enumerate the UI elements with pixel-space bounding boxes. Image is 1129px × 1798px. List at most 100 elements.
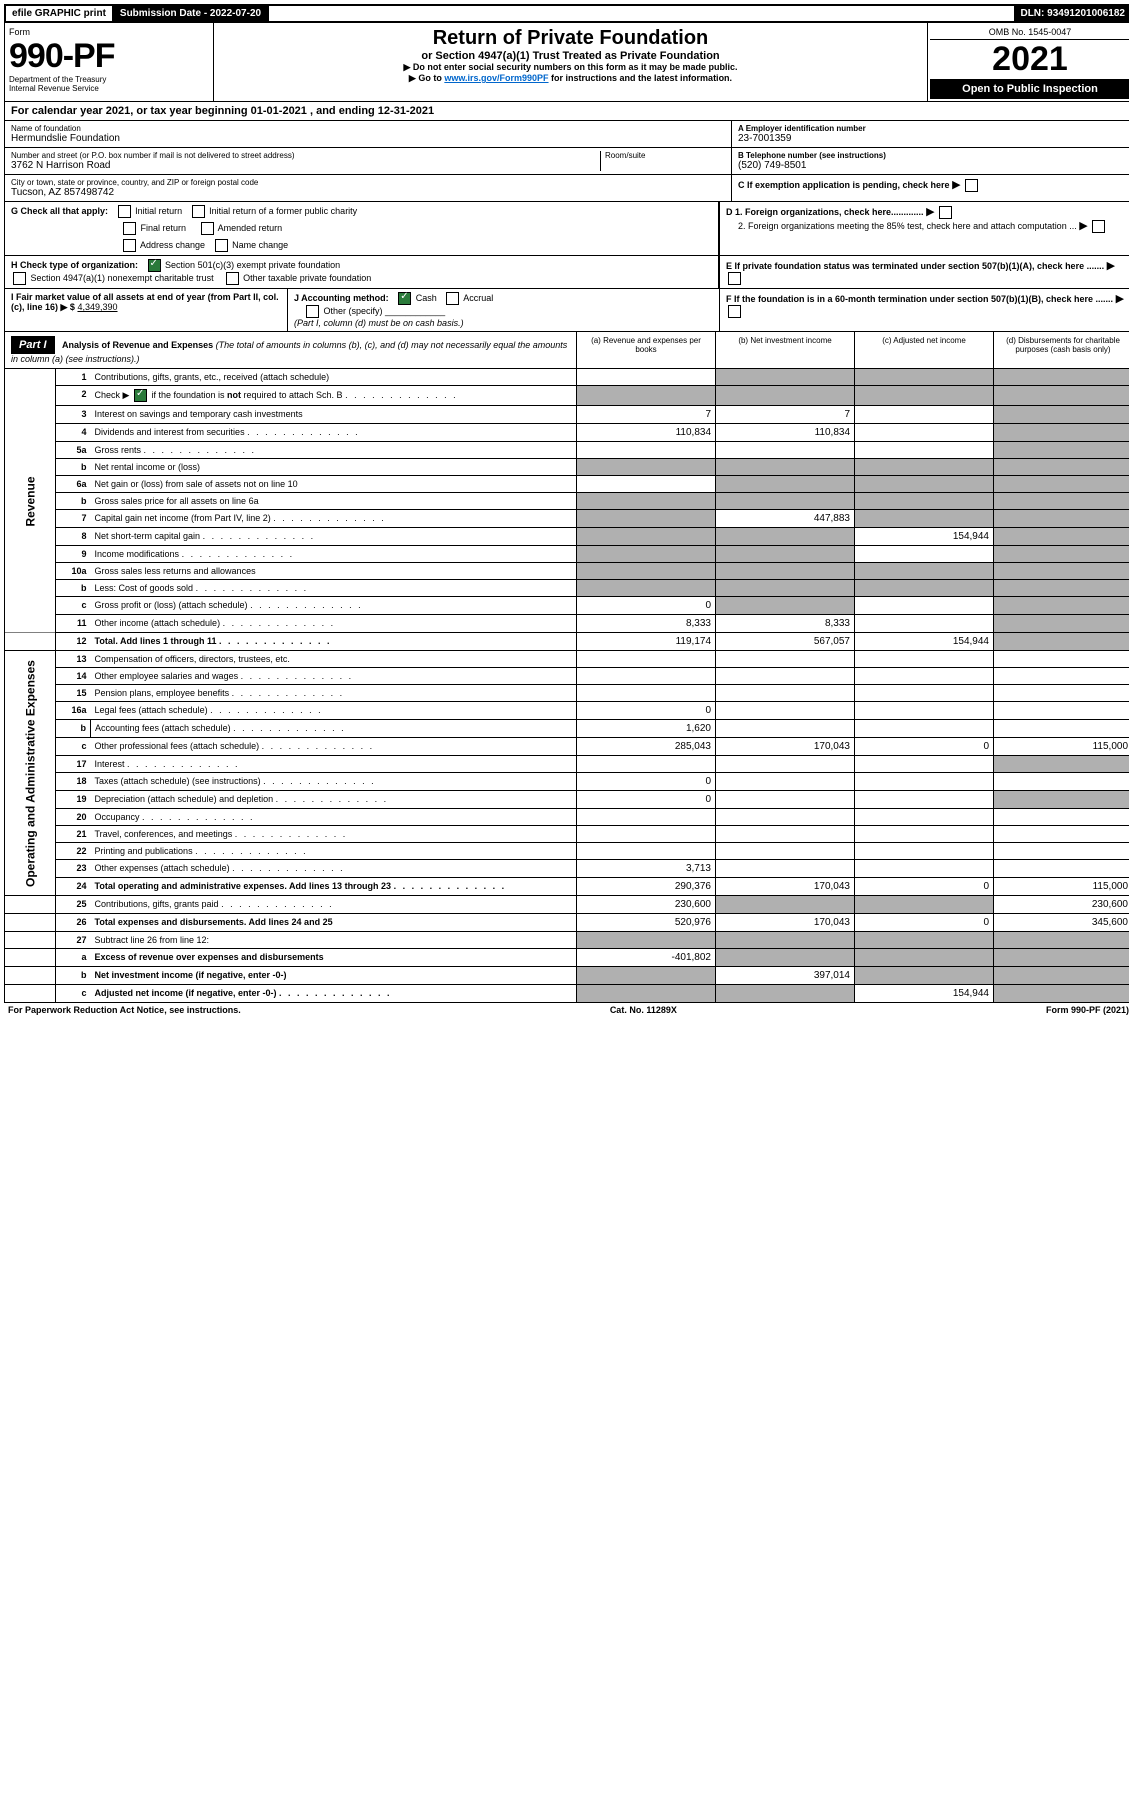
cat-no: Cat. No. 11289X (610, 1005, 677, 1015)
form-title: Return of Private Foundation (218, 27, 923, 50)
h-other-check[interactable] (226, 272, 239, 285)
line-3: Interest on savings and temporary cash i… (91, 406, 577, 424)
j-other-check[interactable] (306, 305, 319, 318)
line-16a: Legal fees (attach schedule) (91, 702, 577, 720)
form-ref: Form 990-PF (2021) (1046, 1005, 1129, 1015)
form-header: Form 990-PF Department of the Treasury I… (4, 23, 1129, 102)
arrow-icon: ▶ (952, 179, 960, 191)
line-10c: Gross profit or (loss) (attach schedule) (91, 597, 577, 615)
c-label: C If exemption application is pending, c… (738, 180, 950, 190)
form-number: 990-PF (9, 37, 209, 76)
irs-link[interactable]: www.irs.gov/Form990PF (444, 73, 548, 83)
part1-header: Part I Analysis of Revenue and Expenses … (4, 332, 1129, 369)
line-15: Pension plans, employee benefits (91, 685, 577, 702)
g-amended-check[interactable] (201, 222, 214, 235)
g-initial-public-check[interactable] (192, 205, 205, 218)
g-initial-check[interactable] (118, 205, 131, 218)
line-18: Taxes (attach schedule) (see instruction… (91, 773, 577, 791)
line-12: Total. Add lines 1 through 11 (91, 633, 577, 651)
col-b-hdr: (b) Net investment income (715, 332, 854, 368)
phone-label: B Telephone number (see instructions) (738, 151, 1126, 160)
d2-check[interactable] (1092, 220, 1105, 233)
open-public: Open to Public Inspection (930, 79, 1129, 99)
j-label: J Accounting method: (294, 293, 389, 303)
foundation-name: Hermundslie Foundation (11, 133, 725, 144)
city-state-zip: Tucson, AZ 857498742 (11, 187, 725, 198)
j-accrual-check[interactable] (446, 292, 459, 305)
h-501c3-check[interactable] (148, 259, 161, 272)
line-13: Compensation of officers, directors, tru… (91, 651, 577, 668)
g-name-check[interactable] (215, 239, 228, 252)
calendar-year: For calendar year 2021, or tax year begi… (4, 102, 1129, 121)
omb: OMB No. 1545-0047 (930, 25, 1129, 40)
line-27c: Adjusted net income (if negative, enter … (91, 985, 577, 1003)
h-label: H Check type of organization: (11, 260, 138, 270)
e-label: E If private foundation status was termi… (726, 261, 1104, 271)
g-label: G Check all that apply: (11, 206, 108, 216)
line-24: Total operating and administrative expen… (91, 878, 577, 896)
line-5b: Net rental income or (loss) (91, 459, 577, 476)
efile-print[interactable]: efile GRAPHIC print (6, 6, 114, 21)
col-d-hdr: (d) Disbursements for charitable purpose… (993, 332, 1129, 368)
line-9: Income modifications (91, 546, 577, 563)
j-note: (Part I, column (d) must be on cash basi… (294, 318, 464, 328)
paperwork-notice: For Paperwork Reduction Act Notice, see … (8, 1005, 241, 1015)
line-6a: Net gain or (loss) from sale of assets n… (91, 476, 577, 493)
line-27b: Net investment income (if negative, ente… (91, 967, 577, 985)
line-1: Contributions, gifts, grants, etc., rece… (91, 369, 577, 386)
form-label: Form (9, 27, 209, 37)
line-25: Contributions, gifts, grants paid (91, 896, 577, 914)
line-17: Interest (91, 756, 577, 773)
line-10a: Gross sales less returns and allowances (91, 563, 577, 580)
street-address: 3762 N Harrison Road (11, 160, 600, 171)
i-label: I Fair market value of all assets at end… (11, 292, 279, 312)
line-11: Other income (attach schedule) (91, 615, 577, 633)
line-16b: Accounting fees (attach schedule) (91, 720, 577, 738)
g-final-check[interactable] (123, 222, 136, 235)
line-7: Capital gain net income (from Part IV, l… (91, 510, 577, 528)
d1-label: D 1. Foreign organizations, check here..… (726, 207, 924, 217)
city-label: City or town, state or province, country… (11, 178, 725, 187)
phone: (520) 749-8501 (738, 160, 1126, 171)
part1-title: Analysis of Revenue and Expenses (62, 340, 213, 350)
section-h-e: H Check type of organization: Section 50… (4, 256, 1129, 289)
line-21: Travel, conferences, and meetings (91, 826, 577, 843)
e-check[interactable] (728, 272, 741, 285)
line-2: Check ▶ if the foundation is not require… (91, 386, 577, 406)
c-checkbox[interactable] (965, 179, 978, 192)
name-label: Name of foundation (11, 124, 725, 133)
f-check[interactable] (728, 305, 741, 318)
line-14: Other employee salaries and wages (91, 668, 577, 685)
fmv-value: 4,349,390 (77, 302, 117, 312)
line-22: Printing and publications (91, 843, 577, 860)
dln: DLN: 93491201006182 (1014, 6, 1129, 21)
line-5a: Gross rents (91, 442, 577, 459)
line-8: Net short-term capital gain (91, 528, 577, 546)
d2-label: 2. Foreign organizations meeting the 85%… (738, 221, 1077, 231)
expenses-side: Operating and Administrative Expenses (5, 651, 56, 896)
revenue-side: Revenue (5, 369, 56, 633)
ein-label: A Employer identification number (738, 124, 1126, 133)
h-4947-check[interactable] (13, 272, 26, 285)
d1-check[interactable] (939, 206, 952, 219)
col-a-hdr: (a) Revenue and expenses per books (576, 332, 715, 368)
form-subtitle: or Section 4947(a)(1) Trust Treated as P… (218, 50, 923, 62)
schb-check[interactable] (134, 389, 147, 402)
line-27a: Excess of revenue over expenses and disb… (91, 949, 577, 967)
j-cash-check[interactable] (398, 292, 411, 305)
dept: Department of the Treasury Internal Reve… (9, 76, 209, 94)
part1-badge: Part I (11, 336, 55, 354)
lines-table: Revenue 1Contributions, gifts, grants, e… (4, 369, 1129, 1003)
line-4: Dividends and interest from securities (91, 424, 577, 442)
line-10b: Less: Cost of goods sold (91, 580, 577, 597)
entity-info: Name of foundation Hermundslie Foundatio… (4, 121, 1129, 202)
footer: For Paperwork Reduction Act Notice, see … (4, 1003, 1129, 1017)
line-23: Other expenses (attach schedule) (91, 860, 577, 878)
line-19: Depreciation (attach schedule) and deple… (91, 791, 577, 809)
g-address-check[interactable] (123, 239, 136, 252)
section-i-j-f: I Fair market value of all assets at end… (4, 289, 1129, 332)
line-27: Subtract line 26 from line 12: (91, 932, 577, 949)
note-ssn: ▶ Do not enter social security numbers o… (218, 62, 923, 73)
tax-year: 2021 (930, 40, 1129, 79)
section-g-d: G Check all that apply: Initial return I… (4, 202, 1129, 256)
